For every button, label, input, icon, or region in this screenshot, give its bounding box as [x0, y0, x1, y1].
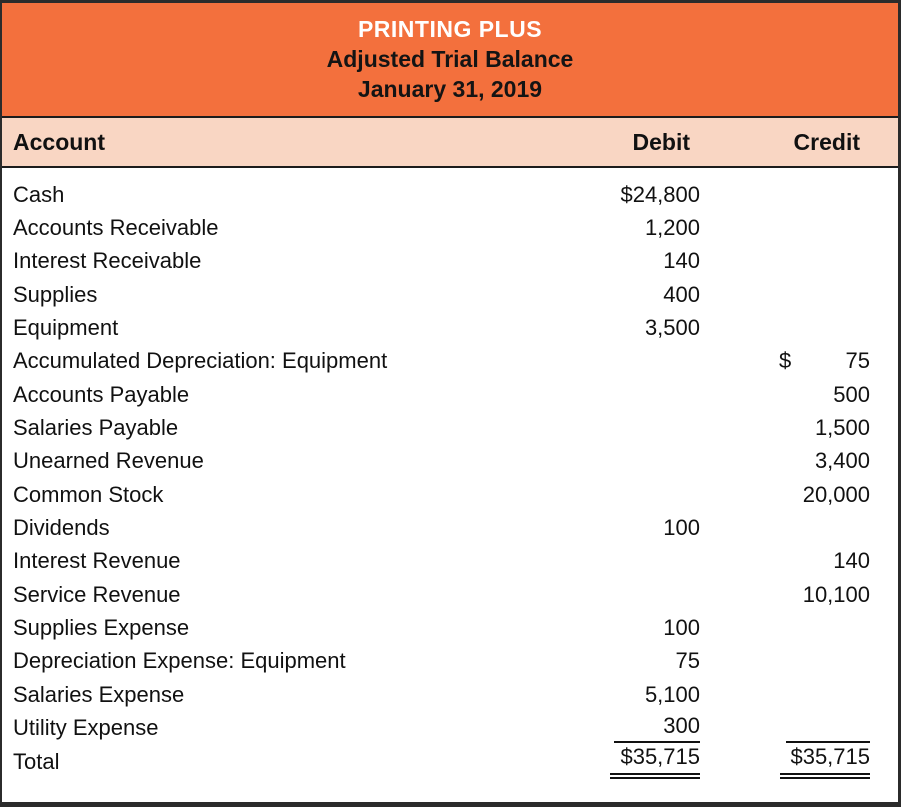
table-row: Interest Revenue 140 — [2, 545, 898, 578]
table-row: Equipment 3,500 — [2, 311, 898, 344]
table-row: Supplies Expense 100 — [2, 611, 898, 644]
table-row: Interest Receivable 140 — [2, 245, 898, 278]
debit-value: 100 — [663, 615, 700, 641]
account-name: Salaries Payable — [13, 415, 179, 441]
table-row: Unearned Revenue 3,400 — [2, 445, 898, 478]
account-name: Supplies — [13, 281, 98, 307]
table-row: Accounts Payable 500 — [2, 378, 898, 411]
credit-value: 140 — [833, 548, 870, 574]
column-header-credit: Credit — [793, 128, 860, 155]
column-header-row: Account Debit Credit — [2, 118, 898, 168]
account-name: Accumulated Depreciation: Equipment — [13, 348, 388, 374]
company-name: PRINTING PLUS — [357, 16, 543, 42]
table-row: Dividends 100 — [2, 511, 898, 544]
table-body: Cash $24,800 Accounts Receivable 1,200 I… — [2, 168, 898, 802]
account-name: Accounts Receivable — [13, 215, 219, 241]
account-name: Common Stock — [13, 481, 164, 507]
credit-value: 10,100 — [802, 581, 870, 607]
table-row: Depreciation Expense: Equipment 75 — [2, 645, 898, 678]
statement-title: Adjusted Trial Balance — [326, 46, 574, 72]
credit-value: 3,400 — [814, 448, 870, 474]
account-name: Interest Revenue — [13, 548, 181, 574]
account-name: Salaries Expense — [13, 681, 185, 707]
column-header-debit: Debit — [632, 128, 691, 155]
total-credit-value: $35,715 — [780, 744, 870, 780]
credit-value: 20,000 — [802, 481, 870, 507]
statement-date: January 31, 2019 — [357, 76, 543, 102]
table-row: Common Stock 20,000 — [2, 478, 898, 511]
table-row: Service Revenue 10,100 — [2, 578, 898, 611]
total-row: Total $35,715 $35,715 — [2, 744, 898, 780]
account-name: Cash — [13, 181, 65, 207]
debit-value: 3,500 — [644, 315, 700, 341]
debit-value: 1,200 — [644, 215, 700, 241]
debit-value: 400 — [663, 281, 700, 307]
total-debit-value: $35,715 — [610, 744, 700, 780]
debit-value: 100 — [663, 515, 700, 541]
table-row: Accounts Receivable 1,200 — [2, 211, 898, 244]
account-name: Utility Expense — [13, 715, 159, 741]
total-label: Total — [13, 748, 60, 774]
table-row: Utility Expense 300 — [2, 712, 898, 745]
debit-value: 75 — [675, 648, 700, 674]
credit-value: 1,500 — [814, 415, 870, 441]
credit-value: 500 — [833, 381, 870, 407]
account-name: Dividends — [13, 515, 110, 541]
table-row: Salaries Payable 1,500 — [2, 411, 898, 444]
debit-value: 300 — [614, 713, 700, 744]
table-row: Salaries Expense 5,100 — [2, 678, 898, 711]
single-rule — [786, 713, 870, 744]
account-name: Interest Receivable — [13, 248, 202, 274]
column-header-account: Account — [13, 128, 105, 155]
debit-value: $24,800 — [620, 181, 700, 207]
debit-value: 140 — [663, 248, 700, 274]
table-row: Supplies 400 — [2, 278, 898, 311]
account-name: Service Revenue — [13, 581, 181, 607]
account-name: Equipment — [13, 315, 119, 341]
title-block: PRINTING PLUS Adjusted Trial Balance Jan… — [2, 3, 898, 118]
account-name: Supplies Expense — [13, 615, 190, 641]
account-name: Accounts Payable — [13, 381, 190, 407]
table-row: Cash $24,800 — [2, 178, 898, 211]
credit-currency-symbol: $ — [779, 348, 792, 374]
table-row: Accumulated Depreciation: Equipment $ 75 — [2, 345, 898, 378]
account-name: Unearned Revenue — [13, 448, 204, 474]
account-name: Depreciation Expense: Equipment — [13, 648, 346, 674]
debit-value: 5,100 — [644, 681, 700, 707]
credit-value: 75 — [845, 348, 870, 374]
